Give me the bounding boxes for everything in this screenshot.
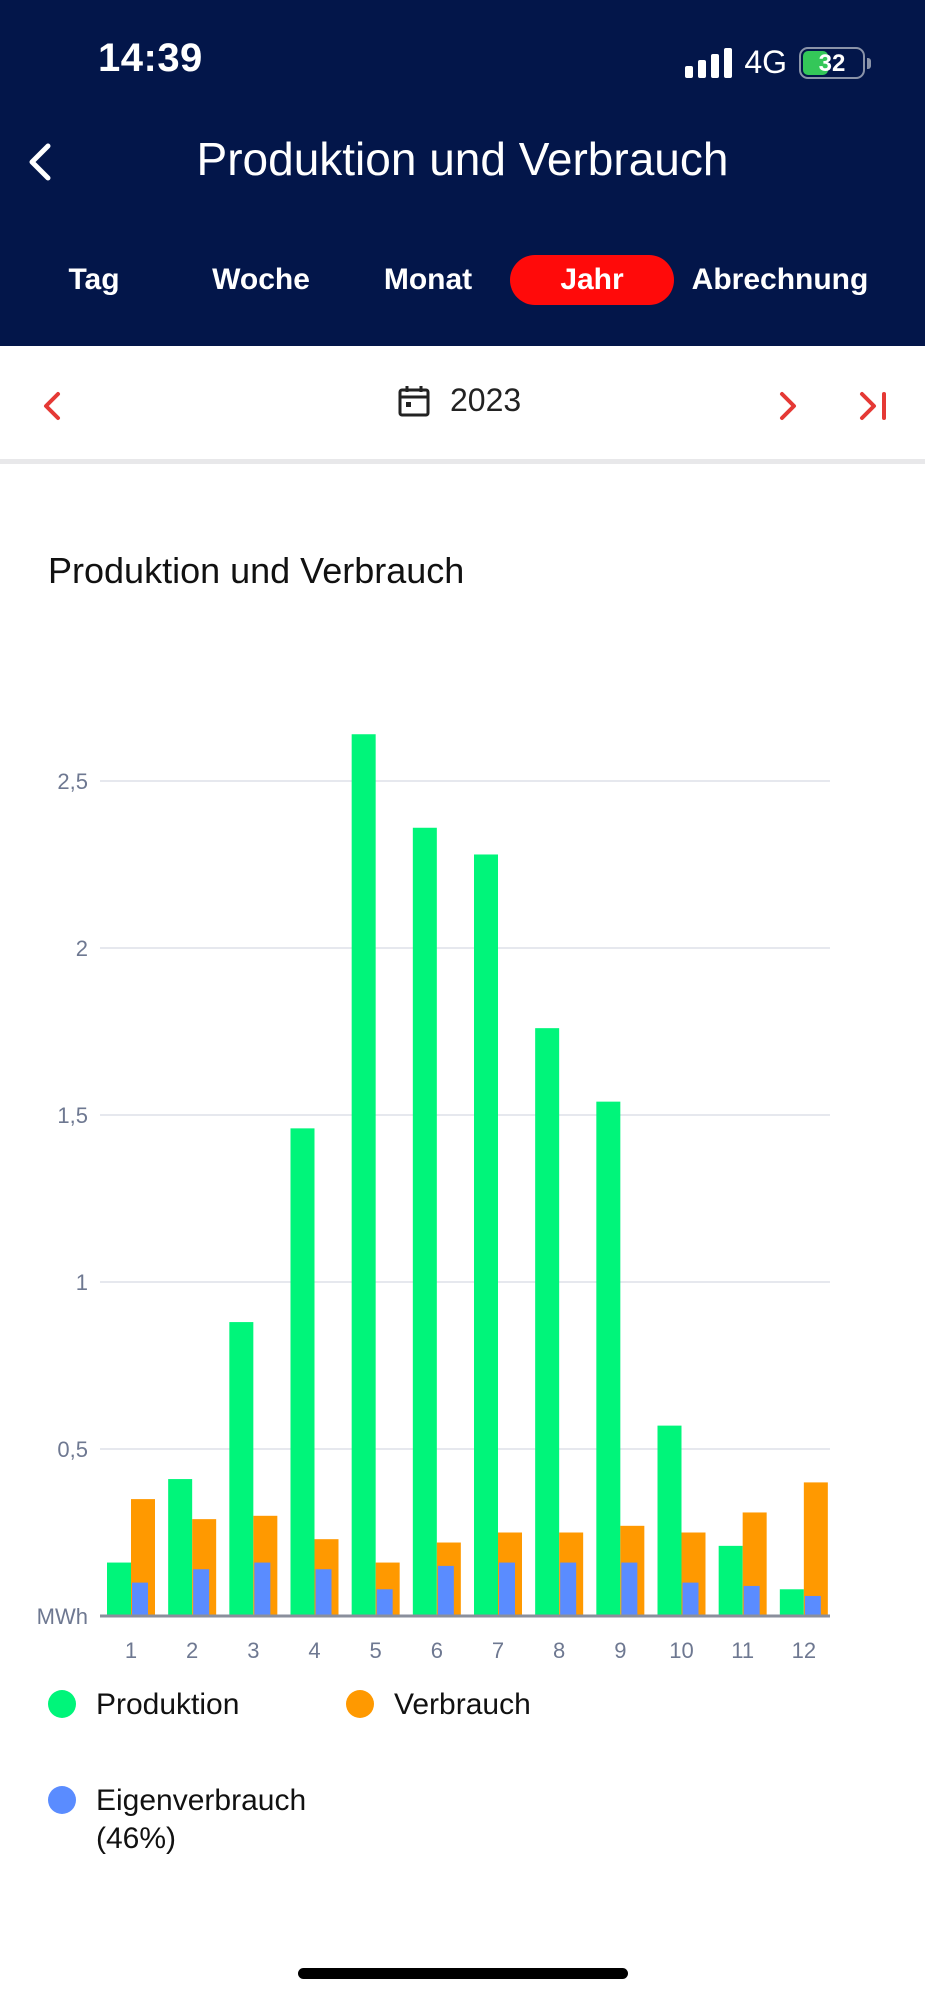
bar-produktion (474, 854, 498, 1616)
legend-verbrauch[interactable]: Verbrauch (346, 1686, 531, 1724)
x-tick-label: 5 (370, 1638, 382, 1663)
legend-dot (48, 1690, 76, 1718)
chart-title: Produktion und Verbrauch (48, 550, 465, 591)
bar-produktion (535, 1028, 560, 1616)
x-tick-label: 12 (792, 1638, 816, 1663)
home-indicator (298, 1968, 628, 1979)
y-tick-label: 2,5 (57, 769, 88, 794)
period-navigation: 2023 (0, 346, 925, 464)
period-tabs: Tag Woche Monat Jahr Abrechnung (0, 255, 925, 309)
legend-label: Produktion (96, 1688, 240, 1721)
y-tick-label: 1 (76, 1270, 88, 1295)
bar-produktion (229, 1322, 254, 1616)
x-tick-label: 10 (669, 1638, 693, 1663)
status-time: 14:39 (98, 36, 203, 80)
app-header: 14:39 4G 32 Produktion und Verbrauch Tag… (0, 0, 925, 346)
status-indicators: 4G 32 (685, 44, 871, 81)
bar-produktion (657, 1425, 682, 1616)
bar-eigenverbrauch (682, 1582, 699, 1616)
period-picker[interactable]: 2023 (396, 382, 521, 419)
legend-label-line2: (46%) (96, 1822, 177, 1855)
x-tick-label: 1 (125, 1638, 137, 1663)
bar-eigenverbrauch (621, 1562, 638, 1616)
legend-produktion[interactable]: Produktion (48, 1686, 239, 1724)
x-tick-label: 2 (186, 1638, 198, 1663)
legend-label: Verbrauch (394, 1688, 531, 1721)
bar-verbrauch (803, 1482, 828, 1616)
tab-jahr[interactable]: Jahr (510, 255, 674, 305)
x-tick-label: 8 (553, 1638, 565, 1663)
tab-woche[interactable]: Woche (212, 263, 310, 296)
bar-eigenverbrauch (193, 1569, 210, 1616)
latest-period-button[interactable] (852, 386, 892, 426)
x-tick-label: 4 (308, 1638, 320, 1663)
legend-eigenverbrauch[interactable]: Eigenverbrauch (46%) (48, 1782, 306, 1858)
bar-produktion (412, 827, 437, 1616)
bar-eigenverbrauch (743, 1585, 760, 1616)
chevron-left-icon (44, 392, 60, 420)
bar-produktion (596, 1101, 621, 1616)
bar-produktion (351, 734, 376, 1616)
bar-eigenverbrauch (254, 1562, 271, 1616)
x-tick-label: 6 (431, 1638, 443, 1663)
tab-monat[interactable]: Monat (383, 263, 473, 296)
bar-produktion (290, 1128, 315, 1616)
bar-eigenverbrauch (437, 1565, 454, 1616)
bar-produktion (779, 1589, 804, 1616)
next-period-button[interactable] (766, 386, 806, 426)
y-tick-label: 2 (76, 936, 88, 961)
page-title: Produktion und Verbrauch (196, 133, 729, 185)
bar-eigenverbrauch (804, 1595, 821, 1616)
bar-eigenverbrauch (499, 1562, 515, 1616)
bar-eigenverbrauch (315, 1569, 332, 1616)
x-tick-label: 9 (614, 1638, 626, 1663)
tab-abrechnung[interactable]: Abrechnung (691, 263, 869, 296)
back-button[interactable] (20, 140, 64, 184)
y-tick-label: 0,5 (57, 1437, 88, 1462)
x-tick-label: 11 (731, 1638, 754, 1663)
legend-dot (48, 1786, 76, 1814)
legend-label-line1: Eigenverbrauch (96, 1784, 307, 1817)
bar-eigenverbrauch (132, 1582, 148, 1616)
period-year: 2023 (450, 382, 522, 418)
chevron-left-icon (29, 143, 51, 181)
legend-dot (346, 1690, 374, 1718)
x-tick-label: 7 (492, 1638, 504, 1663)
y-axis-unit-label: MWh (37, 1604, 88, 1629)
bar-eigenverbrauch (376, 1589, 393, 1616)
tab-tag[interactable]: Tag (68, 263, 120, 296)
bar-produktion (718, 1545, 743, 1616)
signal-icon (685, 47, 733, 78)
bar-produktion (168, 1479, 193, 1616)
network-label: 4G (744, 44, 787, 80)
battery-icon: 32 (799, 46, 871, 79)
previous-period-button[interactable] (34, 386, 74, 426)
y-tick-label: 1,5 (57, 1103, 88, 1128)
battery-level: 32 (818, 49, 846, 77)
chevron-right-icon (780, 392, 796, 420)
bar-produktion (107, 1562, 131, 1616)
skip-to-end-icon (860, 392, 886, 420)
bar-eigenverbrauch (560, 1562, 577, 1616)
calendar-icon (398, 385, 430, 416)
x-tick-label: 3 (247, 1638, 259, 1663)
legend-label: Eigenverbrauch (46%) (96, 1782, 306, 1858)
